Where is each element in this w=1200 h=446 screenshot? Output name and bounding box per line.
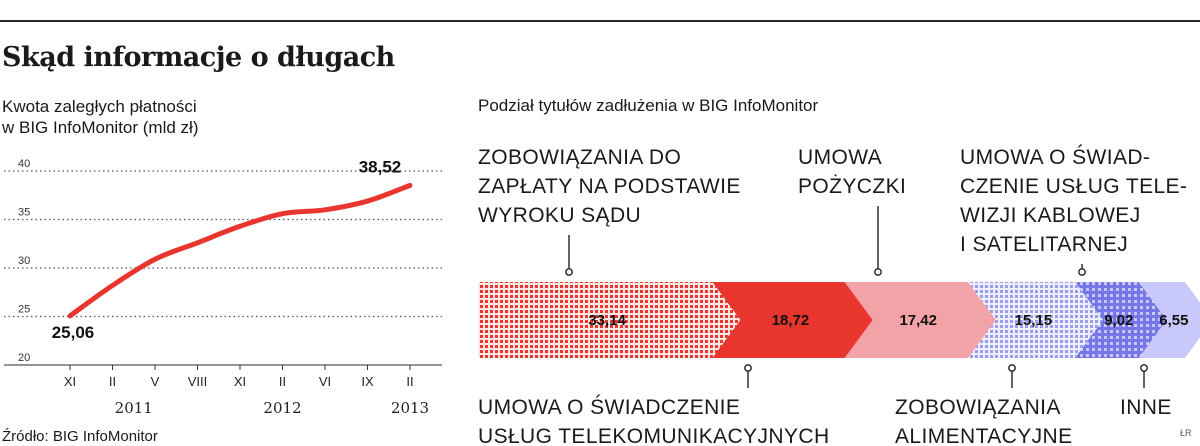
segment-value-label: 9,02 [1104,312,1133,329]
x-tick-label: V [151,374,160,389]
line-chart-subtitle-line-2: w BIG InfoMonitor (mld zł) [2,118,199,137]
bar-segment [844,282,996,358]
bar-segment [967,282,1103,358]
leader-dot [874,268,882,276]
point-value-label: 38,52 [359,157,402,176]
page-title: Skąd informacje o długach [2,42,395,73]
bar-segment [1074,282,1167,358]
segment-value-label: 33,14 [588,312,626,329]
segment-caption: UMOWA O ŚWIADCZENIE [478,395,740,419]
segment-value-label: 17,42 [899,312,937,329]
source-note: Źródło: BIG InfoMonitor [2,428,158,445]
point-value-label: 25,06 [52,323,95,342]
segment-caption: ZOBOWIĄZANIA [895,396,1061,419]
segment-caption: POŻYCZKI [798,175,906,198]
bar-chart: 33,14 18,72 17,42 15,15 9,02 6,55 ZOBOWIĄZANIA… [478,145,1200,446]
year-label: 2011 [115,399,153,417]
segment-caption: ZOBOWIĄZANIA DO [478,146,681,169]
leader-dot [1078,268,1086,276]
leader-dot [1140,364,1148,372]
x-tick-label: VI [319,374,331,389]
line-chart: 20 25 30 35 40 XI II V VIII XI II VI IX II 2011 2012 201… [4,157,442,417]
segment-caption: WYROKU SĄDU [478,204,641,227]
y-tick-label: 40 [18,158,30,170]
year-label: 2013 [391,399,429,417]
leader-dot [744,364,752,372]
x-tick-label: II [109,374,116,389]
leader-dot [565,268,573,276]
segment-caption: CZENIE USŁUG TELE- [960,175,1187,198]
segment-caption: I SATELITARNEJ [960,233,1128,256]
bar-chart-subtitle: Podział tytułów zadłużenia w BIG InfoMon… [478,96,819,115]
segment-caption: ZAPŁATY NA PODSTAWIE [478,175,741,198]
x-tick-label: II [279,374,286,389]
segment-caption: UMOWA [798,146,882,169]
y-tick-label: 20 [18,352,30,364]
line-chart-subtitle-line-1: Kwota zaległych płatności [2,97,197,116]
segment-caption: USŁUG TELEKOMUNIKACYJNYCH [478,425,830,446]
segment-caption: UMOWA O ŚWIAD- [960,145,1150,169]
bar-segment [1138,282,1200,358]
segment-caption: WIZJI KABLOWEJ [960,204,1141,227]
year-label: 2012 [263,399,301,417]
x-tick-label: IX [361,374,374,389]
leader-dot [1008,364,1016,372]
series-line [67,182,413,319]
x-tick-label: II [406,374,413,389]
segment-value-label: 18,72 [772,312,810,329]
x-tick-label: XI [64,374,76,389]
segment-value-label: 6,55 [1159,312,1188,329]
y-tick-label: 25 [18,304,30,316]
x-tick-label: VIII [188,374,208,389]
y-tick-label: 30 [18,255,30,267]
segment-caption: INNE [1120,396,1172,419]
y-tick-label: 35 [18,207,30,219]
segment-value-label: 15,15 [1015,312,1053,329]
segment-caption: ALIMENTACYJNE [895,425,1073,446]
top-rule [0,20,1200,22]
author-tag: ŁR [1180,428,1192,438]
bar-segment [478,282,741,358]
line-chart-subtitle: Kwota zaległych płatności w BIG InfoMoni… [2,96,322,138]
x-tick-label: XI [234,374,246,389]
bar-segment [712,282,873,358]
